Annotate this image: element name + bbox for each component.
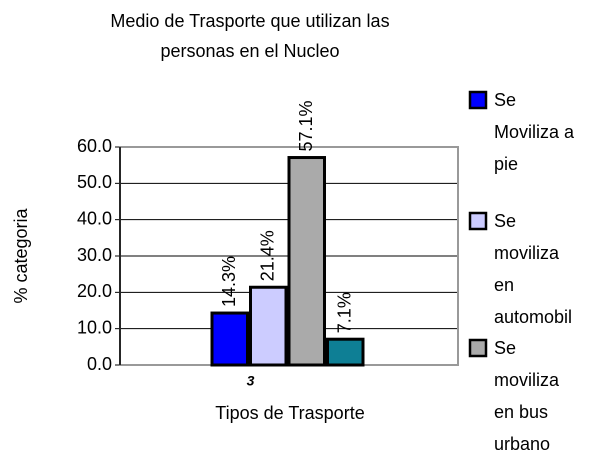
chart-title: Medio de Trasporte que utilizan las bbox=[110, 11, 389, 31]
y-tick-label: 40.0 bbox=[77, 208, 112, 228]
legend-label: Se moviliza en bus urbano bbox=[494, 338, 560, 454]
y-tick-label: 30.0 bbox=[77, 245, 112, 265]
legend-swatch bbox=[468, 338, 488, 358]
legend-swatch bbox=[468, 211, 488, 231]
x-axis-label: Tipos de Trasporte bbox=[215, 403, 364, 423]
y-tick-label: 50.0 bbox=[77, 172, 112, 192]
bar bbox=[326, 337, 365, 367]
bar bbox=[249, 285, 288, 367]
legend-swatch bbox=[468, 90, 488, 110]
value-label: 7.1% bbox=[335, 292, 355, 333]
value-label: 57.1% bbox=[296, 100, 316, 151]
y-tick-label: 60.0 bbox=[77, 136, 112, 156]
value-label: 14.3% bbox=[219, 256, 239, 307]
y-tick-label: 0.0 bbox=[87, 354, 112, 374]
y-tick-label: 20.0 bbox=[77, 281, 112, 301]
x-tick-label: 3 bbox=[247, 373, 255, 389]
y-axis-label: % categoria bbox=[11, 207, 31, 303]
legend-label: Se moviliza en automobil bbox=[494, 211, 573, 327]
bar bbox=[287, 156, 326, 367]
bar bbox=[210, 311, 249, 367]
legend-label: Se Moviliza a pie bbox=[494, 90, 575, 174]
chart-title: personas en el Nucleo bbox=[160, 41, 339, 61]
value-label: 21.4% bbox=[258, 230, 278, 281]
y-tick-label: 10.0 bbox=[77, 317, 112, 337]
